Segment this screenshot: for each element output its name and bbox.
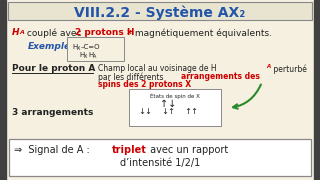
- Text: H: H: [79, 52, 84, 58]
- Text: A: A: [93, 54, 96, 59]
- Text: ↑↑: ↑↑: [184, 107, 198, 116]
- Text: Champ local au voisinage de H: Champ local au voisinage de H: [98, 64, 217, 73]
- Text: X: X: [77, 46, 80, 51]
- Text: H: H: [12, 28, 20, 37]
- FancyArrowPatch shape: [233, 85, 261, 109]
- FancyBboxPatch shape: [8, 2, 312, 20]
- Text: ↓↓: ↓↓: [138, 107, 152, 116]
- Text: Exemple: Exemple: [28, 42, 71, 51]
- Text: 2 protons H: 2 protons H: [75, 28, 134, 37]
- Text: arrangements des: arrangements des: [181, 72, 260, 81]
- FancyBboxPatch shape: [9, 139, 311, 176]
- Text: triplet: triplet: [112, 145, 147, 155]
- Text: X: X: [84, 54, 87, 59]
- Text: spins des 2 protons X: spins des 2 protons X: [98, 80, 191, 89]
- FancyBboxPatch shape: [129, 89, 221, 126]
- Text: H: H: [88, 52, 93, 58]
- FancyBboxPatch shape: [67, 37, 124, 61]
- Text: A: A: [20, 30, 24, 35]
- Text: Pour le proton A: Pour le proton A: [12, 64, 95, 73]
- Text: par les différents: par les différents: [98, 72, 166, 82]
- Text: d’intensité 1/2/1: d’intensité 1/2/1: [120, 158, 200, 168]
- Text: X: X: [127, 30, 132, 35]
- Text: H: H: [72, 44, 77, 50]
- Bar: [0, 0, 6, 180]
- Text: États de spin de X: États de spin de X: [150, 93, 200, 99]
- Text: magnétiquement équivalents.: magnétiquement équivalents.: [132, 28, 272, 37]
- Text: ↑↓: ↑↓: [160, 99, 176, 109]
- Text: perturbé: perturbé: [271, 64, 307, 73]
- Text: avec un rapport: avec un rapport: [147, 145, 228, 155]
- Text: ⇒  Signal de A :: ⇒ Signal de A :: [14, 145, 93, 155]
- Text: ↓↑: ↓↑: [161, 107, 175, 116]
- Text: A: A: [266, 64, 270, 69]
- Bar: [314, 0, 320, 180]
- Text: couplé avec: couplé avec: [24, 28, 84, 37]
- Text: 3 arrangements: 3 arrangements: [12, 108, 93, 117]
- Text: –C=O: –C=O: [81, 44, 100, 50]
- Text: VIII.2.2 - Système AX₂: VIII.2.2 - Système AX₂: [74, 6, 246, 20]
